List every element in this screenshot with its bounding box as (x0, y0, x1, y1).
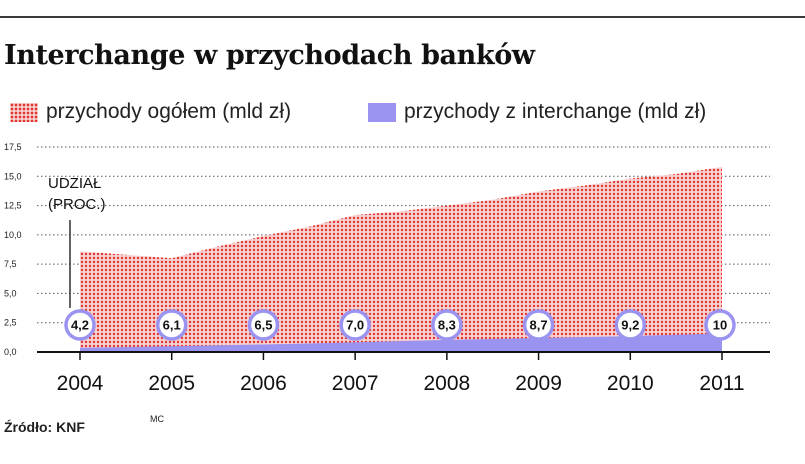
share-label: 4,2 (71, 318, 89, 333)
share-circle (64, 309, 96, 341)
share-title-line: UDZIAŁ (48, 175, 101, 192)
x-tick-label: 2006 (240, 372, 287, 395)
share-circle (704, 309, 736, 341)
y-tick-label: 12,5 (4, 201, 22, 211)
author-credit: MC (150, 414, 164, 424)
share-label: 7,0 (346, 318, 364, 333)
share-label: 8,3 (438, 318, 456, 333)
x-tick-label: 2010 (607, 372, 654, 395)
share-circle (155, 309, 188, 341)
share-label: 6,1 (163, 318, 181, 333)
x-tick-label: 2004 (57, 372, 104, 395)
legend-swatch-total (10, 102, 38, 122)
share-circle (431, 309, 463, 341)
y-tick-label: 5,0 (4, 288, 17, 298)
chart-title: Interchange w przychodach banków (4, 40, 535, 71)
x-tick-label: 2008 (423, 372, 470, 395)
legend-swatch-interchange (368, 102, 396, 122)
legend-label-total: przychody ogółem (mld zł) (46, 100, 292, 123)
y-tick-label: 17,5 (4, 142, 22, 152)
y-tick-label: 7,5 (4, 259, 17, 269)
share-label: 8,7 (530, 318, 548, 333)
legend-item-total: przychody ogółem (mld zł) (10, 100, 291, 124)
series-area-interchange (80, 333, 722, 352)
share-label: 10 (713, 318, 727, 333)
share-title-line: (PROC.) (48, 196, 106, 213)
share-label: 6,5 (254, 318, 272, 333)
source-note: Źródło: KNF (4, 419, 85, 435)
x-tick-label: 2011 (699, 372, 744, 395)
y-tick-label: 15,0 (4, 171, 22, 181)
y-tick-label: 10,0 (4, 230, 22, 240)
x-tick-label: 2009 (515, 372, 562, 395)
x-tick-label: 2005 (148, 372, 195, 395)
share-circle (614, 309, 647, 341)
y-tick-label: 2,5 (4, 318, 17, 328)
y-tick-label: 0,0 (4, 347, 17, 357)
share-circle (522, 309, 555, 341)
share-circle (339, 309, 371, 341)
legend: przychody ogółem (mld zł) przychody z in… (10, 100, 800, 130)
series-area-total (80, 166, 722, 352)
legend-label-interchange: przychody z interchange (mld zł) (404, 100, 707, 123)
x-tick-label: 2007 (332, 372, 379, 395)
legend-item-interchange: przychody z interchange (mld zł) (368, 100, 706, 124)
top-rule (0, 16, 805, 18)
share-label: 9,2 (621, 318, 639, 333)
share-circle (247, 309, 280, 341)
